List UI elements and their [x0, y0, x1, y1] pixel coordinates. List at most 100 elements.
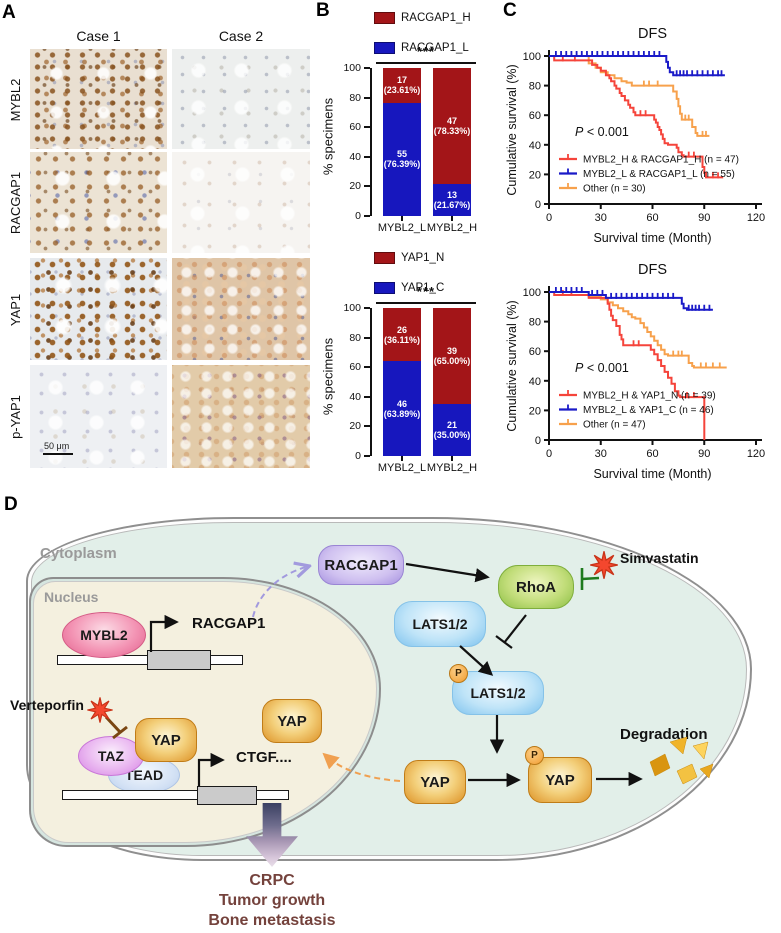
y-tick-label: 60 [529, 110, 541, 122]
legend-label: RACGAP1_L [401, 42, 469, 54]
y-axis-title: % specimens [320, 337, 336, 416]
legend: YAP1_N YAP1_C [374, 251, 444, 294]
x-axis-tick [401, 216, 403, 221]
legend-label: Other (n = 30) [583, 184, 646, 195]
y-tick-label: 80 [529, 317, 541, 329]
verteporfin-label: Verteporfin [10, 697, 84, 713]
yap-nuclear-node: YAP [262, 699, 322, 743]
y-tick-label: 60 [529, 346, 541, 358]
ctgf-label: CTGF.... [236, 749, 292, 766]
y-axis-tick-label: 0 [355, 450, 361, 462]
y-tick-label: 20 [529, 169, 541, 181]
legend-item: RACGAP1_L [374, 41, 471, 55]
legend-swatch [374, 252, 395, 264]
scale-bar-label: 50 μm [44, 441, 70, 451]
ihc-image-pyap1-case1 [30, 365, 167, 468]
bar-plot-area: 0 20 40 60 80 100 26 (36.11%) 46 (63.89%) MYBL2_L 3… [343, 302, 484, 474]
column-header-case2: Case 2 [218, 28, 264, 44]
chart-title: DFS [638, 26, 667, 42]
ihc-image-mybl2-case2 [172, 49, 310, 149]
mybl2-node: MYBL2 [62, 612, 146, 658]
km-curve-0 [549, 291, 706, 440]
rhoa-node: RhoA [498, 565, 574, 609]
y-axis-tick [364, 395, 370, 398]
x-axis-tick [401, 456, 403, 461]
ihc-image-racgap1-case1 [30, 152, 167, 253]
legend-label: RACGAP1_H [401, 12, 471, 24]
y-axis-tick [364, 155, 370, 158]
column-header-case1: Case 1 [76, 28, 121, 44]
legend-swatch [374, 12, 395, 24]
y-axis-tick-label: 20 [349, 420, 361, 433]
panel-label-c: C [503, 0, 517, 21]
y-axis-tick [364, 185, 370, 188]
p-value: P < 0.001 [575, 125, 629, 139]
bar-segment-RACGAP1_H: 17 (23.61%) [383, 68, 421, 103]
y-axis-tick-label: 40 [349, 390, 361, 403]
legend-swatch [374, 282, 395, 294]
x-tick-label: 60 [646, 448, 658, 460]
phospho-lats12-node: LATS1/2 [452, 671, 544, 715]
y-axis-tick-label: 80 [349, 91, 361, 104]
bar-segment-label: 21 (35.00%) [433, 420, 471, 441]
legend-item: YAP1_N [374, 251, 444, 265]
stacked-bar-chart-racgap1: RACGAP1_H RACGAP1_L *** 0 20 40 60 80 100 17 (23.6… [318, 6, 508, 238]
legend-label: YAP1_N [401, 252, 445, 264]
bar-segment-label: 13 (21.67%) [433, 189, 471, 210]
panel-label-a: A [2, 2, 16, 23]
legend-label: MYBL2_L & YAP1_C (n = 46) [583, 405, 714, 416]
y-axis-tick-label: 60 [349, 361, 361, 374]
x-axis-title: Survival time (Month) [593, 231, 711, 245]
x-axis-title: Survival time (Month) [593, 467, 711, 481]
x-tick-label: 60 [646, 212, 658, 224]
ihc-image-mybl2-case1 [30, 49, 167, 149]
outcome-line-bone-metastasis: Bone metastasis [208, 912, 336, 929]
x-tick-label: 120 [747, 212, 765, 224]
bar-segment-label: 55 (76.39%) [383, 149, 421, 170]
bar-segment-RACGAP1_H: 47 (78.33%) [433, 68, 471, 184]
yap-cytoplasm-node: YAP [404, 760, 466, 804]
legend-label: MYBL2_H & RACGAP1_H (n = 47) [583, 155, 739, 166]
y-axis-tick-label: 100 [343, 302, 361, 314]
y-axis-tick-label: 20 [349, 180, 361, 193]
gene-box-ctgf [197, 786, 257, 805]
y-axis-tick [364, 96, 370, 99]
ihc-image-racgap1-case2 [172, 152, 310, 253]
y-axis-title: Cumulative survival (%) [505, 64, 519, 195]
racgap1-gene-label: RACGAP1 [192, 615, 266, 632]
km-curve-1 [549, 55, 725, 77]
km-curve-1 [549, 291, 713, 311]
km-survival-chart-yap1: DFS Cumulative survival (%) Survival time … [503, 252, 779, 484]
lats12-node: LATS1/2 [394, 601, 486, 647]
km-chart-svg: DFS Cumulative survival (%) Survival time … [505, 262, 765, 481]
y-axis-tick [364, 336, 370, 339]
y-tick-label: 100 [523, 287, 541, 299]
bar-segment-label: 39 (65.00%) [433, 346, 471, 367]
x-tick-label: 0 [546, 448, 552, 460]
legend-swatch [374, 42, 395, 54]
bar-stack: 17 (23.61%) 55 (76.39%) [383, 68, 421, 216]
bar-segment-YAP1_N: 26 (36.11%) [383, 308, 421, 362]
significance-line [376, 62, 476, 64]
ihc-image-pyap1-case2 [172, 365, 310, 468]
km-curve-2 [549, 55, 710, 137]
y-axis-tick [364, 307, 370, 309]
racgap1-cytoplasm-node: RACGAP1 [318, 545, 404, 585]
bar-segment-YAP1_C: 21 (35.00%) [433, 404, 471, 456]
simvastatin-label: Simvastatin [620, 550, 699, 566]
y-axis-tick [364, 215, 370, 217]
nucleus-label: Nucleus [44, 589, 99, 605]
x-category-label: MYBL2_H [426, 462, 478, 474]
x-axis-tick [451, 216, 453, 221]
outcome-text: CRPC Tumor growth Bone metastasis [172, 871, 372, 931]
y-axis-tick-label: 80 [349, 331, 361, 344]
bar-stack: 47 (78.33%) 13 (21.67%) [433, 68, 471, 216]
x-tick-label: 120 [747, 448, 765, 460]
legend: RACGAP1_H RACGAP1_L [374, 11, 471, 54]
yap-complex-node: YAP [135, 718, 197, 762]
x-category-label: MYBL2_H [426, 222, 478, 234]
x-category-label: MYBL2_L [377, 462, 427, 474]
legend-label: Other (n = 47) [583, 420, 646, 431]
bar-segment-YAP1_C: 46 (63.89%) [383, 361, 421, 456]
significance-line [376, 302, 476, 304]
